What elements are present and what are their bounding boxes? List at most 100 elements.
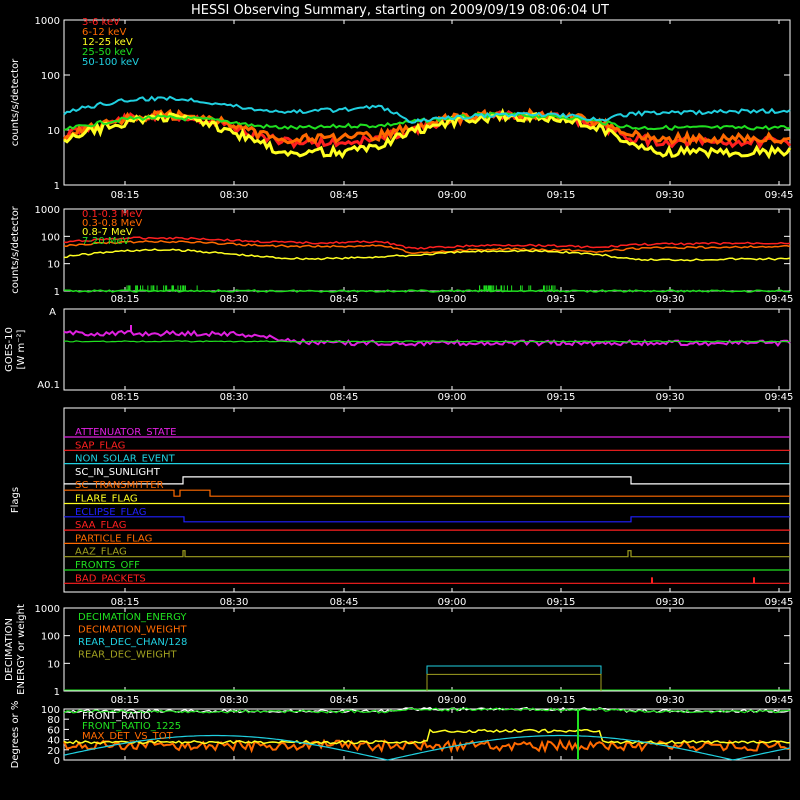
y-axis-label: counts/s/detector (10, 58, 21, 146)
y-tick-label: 60 (47, 725, 60, 736)
x-tick-label: 09:15 (547, 597, 576, 608)
x-tick-label: 09:45 (765, 190, 794, 201)
y-axis-label: ENERGY or weight (16, 604, 27, 695)
x-tick-label: 09:15 (547, 294, 576, 305)
series-line (63, 95, 791, 124)
legend-entry: 12-25 keV (82, 37, 133, 48)
y-tick-label: 40 (47, 736, 60, 747)
legend-entry: SC_IN_SUNLIGHT (75, 467, 161, 478)
x-tick-label: 08:45 (330, 294, 359, 305)
x-tick-label: 08:15 (111, 597, 140, 608)
x-tick-label: 08:45 (330, 392, 359, 403)
legend-entry: 0.8-7 MeV (82, 227, 133, 238)
y-tick-label: 10 (47, 659, 60, 670)
legend-entry: REAR_DEC_WEIGHT (78, 650, 177, 661)
legend-entry: 25-50 keV (82, 47, 133, 58)
legend-entry: 0.1-0.3 MeV (82, 209, 142, 220)
legend-entry: DECIMATION_ENERGY (78, 612, 187, 623)
y-tick-label: 1 (54, 287, 60, 298)
x-tick-label: 09:15 (547, 392, 576, 403)
legend-entry: 0.3-0.8 MeV (82, 218, 142, 229)
x-tick-label: 09:30 (656, 695, 685, 706)
legend-entry: REAR_DEC_CHAN/128 (78, 637, 187, 648)
x-tick-label: 09:15 (547, 190, 576, 201)
x-tick-label: 08:45 (330, 190, 359, 201)
y-tick-label: 1000 (35, 205, 60, 216)
panel-frame (63, 407, 791, 593)
x-tick-label: 09:45 (765, 294, 794, 305)
legend-entry: FRONT_RATIO_1225 (82, 721, 181, 732)
legend-entry: DECIMATION_WEIGHT (78, 625, 187, 636)
x-tick-label: 08:30 (220, 597, 249, 608)
y-tick-label: 100 (41, 232, 60, 243)
panel-rates: 08:15 08:30 08:45 09:00 09:15 09:30 09:45 count… (10, 16, 793, 201)
x-tick-label: 08:15 (111, 294, 140, 305)
x-tick-label: 09:30 (656, 597, 685, 608)
flag-line (64, 476, 790, 485)
series-line (63, 107, 792, 160)
y-tick-label: 1 (54, 687, 60, 698)
y-tick-label: 1000 (35, 16, 60, 27)
panel-frame (63, 19, 791, 186)
x-tick-label: 09:30 (656, 294, 685, 305)
series-line (63, 248, 791, 262)
x-tick-label: 09:00 (438, 392, 467, 403)
y-tick-label: 100 (41, 632, 60, 643)
series-line (63, 707, 791, 714)
legend-entry: SAP_FLAG (75, 440, 125, 451)
series-line (63, 112, 790, 131)
y-tick-label: 100 (41, 705, 60, 716)
legend-entry: PARTICLE_FLAG (75, 533, 152, 544)
legend-entry: FLARE_FLAG (75, 494, 138, 505)
panels: 08:15 08:30 08:45 09:00 09:15 09:30 09:45 count… (4, 16, 793, 768)
series-line (63, 738, 791, 754)
x-tick-label: 09:00 (438, 190, 467, 201)
x-tick-label: 08:30 (220, 392, 249, 403)
x-tick-label: 08:15 (111, 190, 140, 201)
legend-entry: ATTENUATOR_STATE (75, 427, 176, 438)
y-tick-label: A0.1 (37, 380, 60, 391)
series-line (63, 340, 791, 343)
x-tick-label: 09:30 (656, 392, 685, 403)
x-tick-label: 09:30 (656, 190, 685, 201)
legend-entry: NON_SOLAR_EVENT (75, 454, 176, 465)
legend-entry: 6-12 keV (82, 27, 126, 38)
flag-line (64, 550, 790, 558)
y-tick-label: 80 (47, 715, 60, 726)
series-line (426, 673, 602, 691)
legend-entry: BAD_PACKETS (75, 573, 146, 584)
series-line (63, 706, 791, 714)
y-axis-label: Degrees or % (10, 701, 21, 769)
legend-entry: MAX_DET_VS_TOT (82, 731, 174, 742)
panel-decimation: 08:15 08:30 08:45 09:00 09:15 09:30 09:45 DECIM… (4, 604, 793, 706)
flag-line (64, 489, 790, 497)
panel-goes: 08:15 08:30 08:45 09:00 09:15 09:30 09:45 GOES-… (4, 307, 793, 403)
y-tick-label: 100 (41, 71, 60, 82)
x-tick-label: 08:45 (330, 597, 359, 608)
x-tick-label: 09:45 (765, 392, 794, 403)
x-tick-label: 08:30 (220, 695, 249, 706)
legend-entry: SAA_FLAG (75, 520, 126, 531)
y-axis-label: Flags (10, 487, 21, 513)
x-tick-label: 09:00 (438, 597, 467, 608)
x-tick-label: 08:45 (330, 695, 359, 706)
legend-entry: FRONT_RATIO (82, 711, 151, 722)
panel-frame (63, 308, 791, 391)
legend-entry: SC_TRANSMITTER (75, 480, 164, 491)
x-tick-label: 09:00 (438, 294, 467, 305)
legend-entry: 7-20 MeV (82, 236, 130, 247)
y-tick-label: 1000 (35, 604, 60, 615)
y-tick-label: 10 (47, 126, 60, 137)
x-tick-label: 09:45 (765, 597, 794, 608)
panel-high-energy: 08:15 08:30 08:45 09:00 09:15 09:30 09:45 count… (10, 205, 793, 305)
y-tick-label: 20 (47, 746, 60, 757)
x-tick-label: 08:15 (111, 392, 140, 403)
chart-title: HESSI Observing Summary, starting on 200… (191, 3, 609, 18)
x-tick-label: 09:15 (547, 695, 576, 706)
x-tick-label: 09:00 (438, 695, 467, 706)
y-axis-label: GOES-10 (4, 327, 15, 372)
series-line (63, 734, 791, 761)
legend-entry: FRONTS_OFF (75, 560, 140, 571)
y-axis-label: counts/s/detector (10, 205, 21, 293)
panel-flags: 08:15 08:30 08:45 09:00 09:15 09:30 09:45 Flags… (10, 407, 794, 608)
